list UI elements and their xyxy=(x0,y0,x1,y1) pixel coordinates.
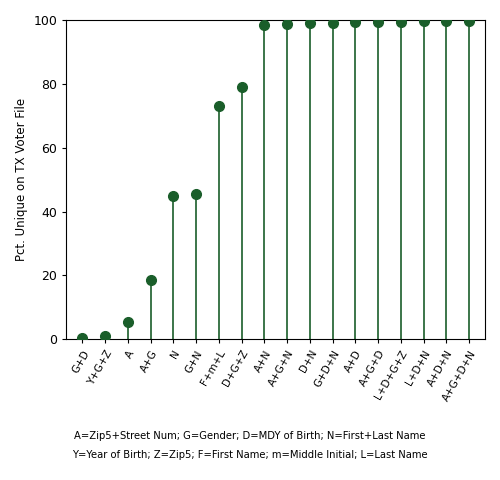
Y-axis label: Pct. Unique on TX Voter File: Pct. Unique on TX Voter File xyxy=(15,98,28,261)
Text: A=Zip5+Street Num; G=Gender; D=MDY of Birth; N=First+Last Name: A=Zip5+Street Num; G=Gender; D=MDY of Bi… xyxy=(74,431,426,441)
Text: Y=Year of Birth; Z=Zip5; F=First Name; m=Middle Initial; L=Last Name: Y=Year of Birth; Z=Zip5; F=First Name; m… xyxy=(72,450,428,460)
